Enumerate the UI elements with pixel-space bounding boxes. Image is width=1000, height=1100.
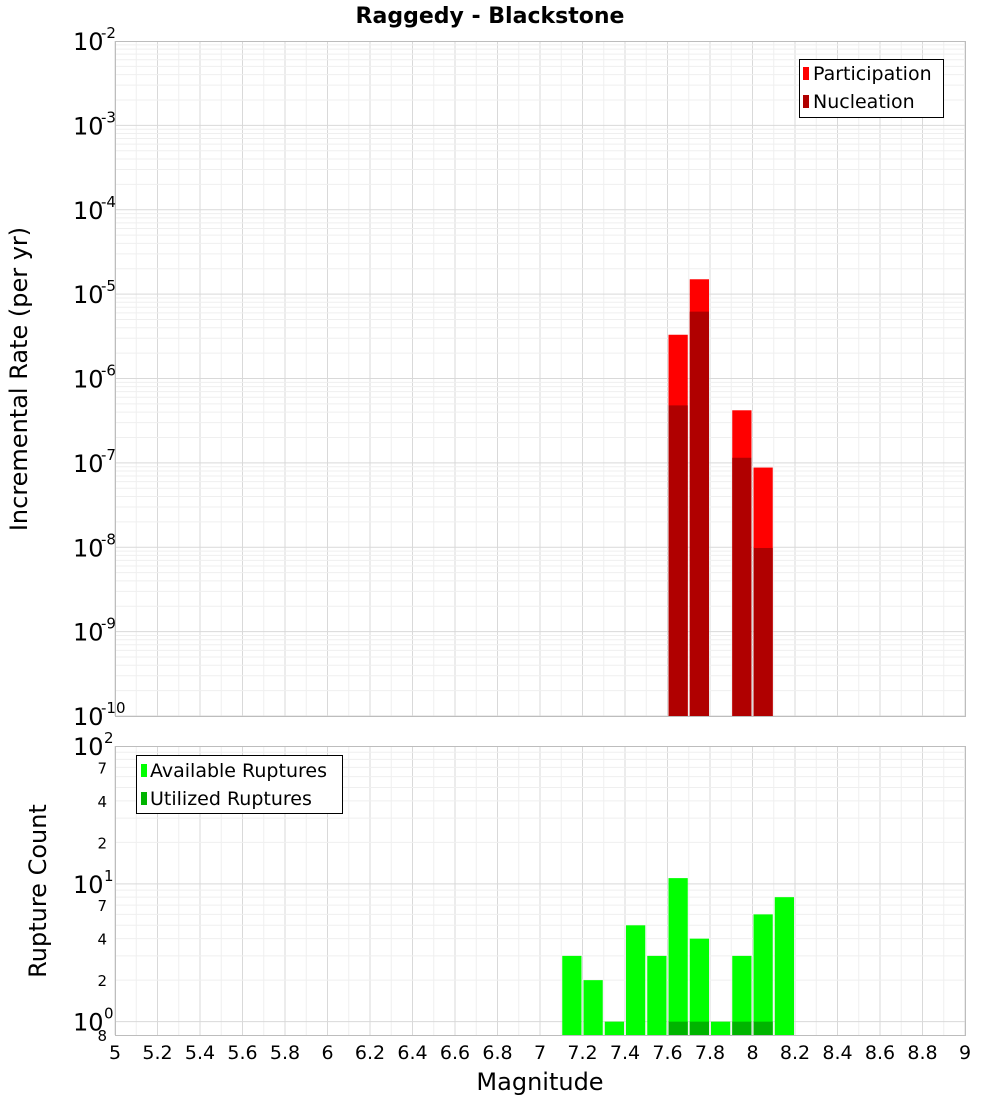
magnitude-x-tick-label: 7.2 [567, 1042, 597, 1064]
nucleation-legend-label: Nucleation [813, 91, 915, 113]
rate-y-tick-label: 10 [73, 534, 104, 562]
rate-y-tick-label: 10 [73, 366, 104, 394]
rate-nucleation-bar [732, 457, 752, 716]
magnitude-x-tick-label: 5.6 [227, 1042, 257, 1064]
magnitude-x-tick-label: 8.4 [822, 1042, 852, 1064]
rate-y-tick-label: 10 [73, 28, 104, 56]
count-y-minor-tick-label: 4 [97, 931, 107, 949]
magnitude-x-tick-label: 9 [959, 1042, 971, 1064]
count-available-ruptures-bar [753, 914, 773, 1035]
rate-y-axis-label: Incremental Rate (per yr) [5, 227, 33, 531]
count-available-ruptures-bar [647, 955, 667, 1035]
count-y-minor-tick-label: 7 [97, 759, 107, 777]
count-available-ruptures-bar [626, 925, 646, 1035]
magnitude-x-tick-label: 5.8 [270, 1042, 300, 1064]
utilized-legend-label: Utilized Ruptures [150, 788, 312, 810]
rate-nucleation-bar [753, 547, 773, 716]
magnitude-x-tick-label: 8.2 [780, 1042, 810, 1064]
magnitude-x-tick-label: 5.2 [142, 1042, 172, 1064]
rate-legend: Participation Nucleation [799, 59, 944, 118]
rate-y-tick-exponent: -7 [101, 446, 116, 464]
rate-nucleation-bar [668, 405, 688, 716]
count-panel-bars [562, 878, 794, 1035]
count-y-tick-exponent: 0 [104, 1005, 114, 1023]
rate-y-tick-exponent: -9 [101, 615, 116, 633]
rate-y-tick-label: 10 [73, 619, 104, 647]
count-y-minor-tick-label: 8 [97, 1027, 107, 1045]
count-available-ruptures-bar [668, 878, 688, 1035]
count-y-minor-tick-label: 2 [97, 834, 107, 852]
rate-y-tick-label: 10 [73, 112, 104, 140]
count-y-minor-tick-label: 4 [97, 793, 107, 811]
rate-y-tick-label: 10 [73, 450, 104, 478]
count-available-ruptures-bar [604, 1021, 624, 1035]
count-available-ruptures-bar [562, 955, 582, 1035]
rate-y-tick-exponent: -6 [101, 362, 116, 380]
magnitude-x-tick-label: 6.6 [440, 1042, 470, 1064]
rate-panel-bars [668, 279, 773, 716]
count-y-axis-label: Rupture Count [24, 804, 52, 978]
rate-y-tick-exponent: -4 [101, 193, 116, 211]
rate-y-tick-label: 10 [73, 703, 104, 731]
count-legend-box [136, 755, 343, 814]
rate-nucleation-bar [689, 311, 709, 716]
count-available-ruptures-bar [774, 897, 794, 1035]
magnitude-x-tick-label: 7 [534, 1042, 546, 1064]
count-y-minor-tick-label: 2 [97, 972, 107, 990]
magnitude-x-ticks: 5 5.2 5.4 5.6 5.8 6 6.2 6.4 6.6 6.8 7 7.2 7.4 7.6 7.8 8… [109, 1042, 971, 1064]
magnitude-x-tick-label: 7.8 [695, 1042, 725, 1064]
count-available-ruptures-bar [711, 1021, 731, 1035]
magnitude-x-tick-label: 7.6 [652, 1042, 682, 1064]
rate-y-tick-label: 10 [73, 281, 104, 309]
magnitude-x-tick-label: 5.4 [185, 1042, 215, 1064]
utilized-legend-swatch [141, 792, 147, 805]
magnitude-x-tick-label: 8 [746, 1042, 758, 1064]
count-y-tick-label: 10 [73, 1009, 104, 1037]
magnitude-x-tick-label: 6.2 [355, 1042, 385, 1064]
chart-title: Raggedy - Blackstone [356, 4, 625, 29]
count-utilized-ruptures-bar [732, 1021, 752, 1035]
count-y-tick-label: 10 [73, 733, 104, 761]
rate-panel-frame [115, 41, 966, 717]
count-utilized-ruptures-bar [668, 1021, 688, 1035]
count-available-ruptures-bar [732, 955, 752, 1035]
count-available-ruptures-bar [583, 980, 603, 1035]
rate-y-tick-exponent: -3 [101, 108, 116, 126]
rate-y-tick-label: 10 [73, 197, 104, 225]
count-utilized-ruptures-bar [753, 1021, 773, 1035]
participation-legend-label: Participation [813, 63, 932, 85]
count-available-ruptures-bar [689, 938, 709, 1035]
rate-panel-grid [114, 41, 966, 717]
count-legend: Available Ruptures Utilized Ruptures [136, 755, 343, 814]
count-y-tick-exponent: 1 [104, 867, 114, 885]
participation-legend-swatch [803, 67, 809, 80]
available-legend-swatch [141, 764, 147, 777]
count-y-tick-exponent: 2 [104, 729, 114, 747]
magnitude-x-axis-label: Magnitude [476, 1068, 603, 1096]
nucleation-legend-swatch [803, 95, 809, 108]
count-y-minor-tick-label: 7 [97, 897, 107, 915]
magnitude-x-tick-label: 5 [109, 1042, 121, 1064]
count-y-tick-label: 10 [73, 871, 104, 899]
magnitude-x-tick-label: 8.8 [907, 1042, 937, 1064]
rate-y-tick-exponent: -2 [101, 24, 116, 42]
rate-y-tick-exponent: -10 [101, 699, 126, 717]
magnitude-x-tick-label: 6 [321, 1042, 333, 1064]
count-utilized-ruptures-bar [689, 1021, 709, 1035]
magnitude-x-tick-label: 8.6 [865, 1042, 895, 1064]
count-panel-frame [115, 746, 966, 1036]
magnitude-x-tick-label: 6.8 [482, 1042, 512, 1064]
magnitude-x-tick-label: 6.4 [397, 1042, 427, 1064]
rate-y-tick-exponent: -8 [101, 530, 116, 548]
rate-y-tick-exponent: -5 [101, 277, 116, 295]
available-legend-label: Available Ruptures [150, 760, 327, 782]
rate-legend-box [799, 59, 944, 118]
magnitude-x-tick-label: 7.4 [610, 1042, 640, 1064]
